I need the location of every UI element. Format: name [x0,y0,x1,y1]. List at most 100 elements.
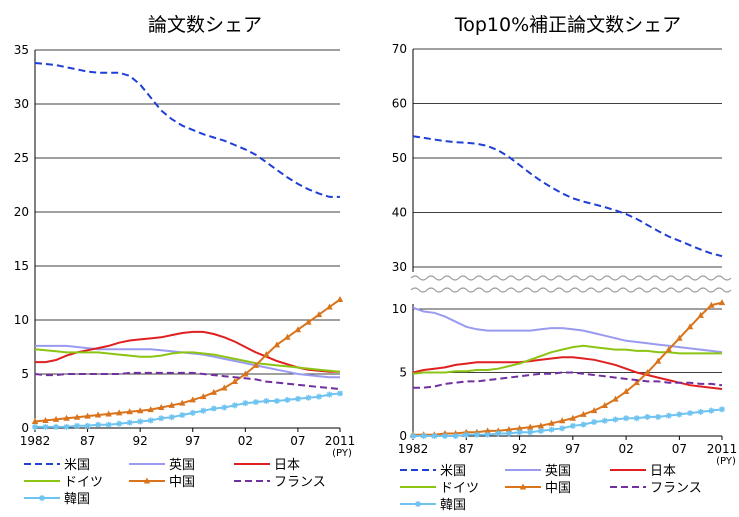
y-tick-label: 25 [14,151,29,165]
data-point [569,422,576,429]
data-point [601,402,608,409]
data-point [84,422,91,429]
data-point [94,411,102,418]
y-tick-label: 35 [14,43,29,57]
data-point [591,419,598,426]
data-point [527,423,534,430]
data-point [548,426,555,433]
data-point [708,407,715,414]
data-point [644,369,651,375]
data-point [42,423,49,430]
data-point [284,333,291,340]
series-line [412,135,723,258]
data-point [527,429,534,436]
data-point [95,421,102,428]
data-point [644,413,651,420]
data-point [273,341,281,348]
y-tick-label: 30 [392,260,407,274]
data-point [242,370,249,377]
data-point [463,431,470,438]
x-tick-label: 07 [290,434,305,448]
x-tick-label: 87 [80,434,95,448]
data-point [665,412,672,419]
x-tick-label: 97 [565,442,580,456]
data-point [147,417,154,424]
data-point [137,418,144,425]
data-point [63,423,70,430]
data-point [537,427,544,434]
data-point [495,430,502,437]
data-point [189,396,196,403]
x-tick-label: 07 [672,442,687,456]
data-point [105,410,112,417]
data-point [263,398,270,404]
data-point [74,422,81,429]
data-point [537,422,545,429]
data-point [31,418,39,425]
data-point [126,419,133,426]
data-point [305,394,312,401]
data-point [590,407,598,414]
legend-label: 英国 [169,458,195,473]
data-point [516,429,523,436]
data-point [719,406,725,413]
data-point [147,406,154,413]
legend-label: 韓国 [440,498,466,513]
data-point [441,433,448,439]
data-point [73,413,81,420]
data-point [136,407,144,414]
data-point [294,326,302,333]
data-point [32,423,38,430]
data-point [158,415,165,422]
data-point [273,398,280,404]
x-tick-label: 02 [238,434,253,448]
data-point [200,407,207,414]
x-tick-label: 2011 [325,434,356,448]
legend-label: 米国 [64,458,90,473]
legend-label: フランス [274,475,326,490]
y-tick-label: 5 [21,367,29,381]
y-tick-label: 10 [14,313,29,327]
data-point [420,433,427,439]
data-point [623,415,630,422]
y-tick-label: 10 [392,302,407,316]
data-point [115,409,123,416]
x-tick-label: 2011 [707,442,738,456]
data-point [305,318,312,325]
x-unit-label: (PY) [716,456,736,467]
legend-label: 英国 [545,464,571,479]
data-point [708,301,715,308]
data-point [484,427,491,434]
data-point [168,401,175,408]
data-point [42,416,49,423]
data-point [126,408,133,415]
data-point [612,395,619,402]
data-point [686,323,694,330]
y-tick-label: 15 [14,259,29,273]
y-tick-label: 50 [392,151,407,165]
data-point [231,402,238,409]
data-point [84,412,91,419]
series-line [413,371,723,389]
data-point [231,378,239,385]
data-point [665,346,672,353]
legend-label: フランス [650,481,702,496]
data-point [326,303,333,310]
data-point [252,399,259,406]
data-point [337,390,343,397]
data-point [580,421,587,428]
series-line [412,356,723,390]
data-point [200,393,207,400]
y-tick-label: 70 [392,42,407,56]
data-point [179,412,186,419]
data-point [697,408,704,415]
series-line [34,371,341,391]
data-point [315,311,323,318]
data-point [654,357,662,364]
data-point [221,384,228,391]
data-point [189,409,196,416]
x-tick-label: 1982 [398,442,429,456]
data-point [569,414,577,421]
axis-break-wave [410,287,732,293]
data-point [158,403,165,410]
